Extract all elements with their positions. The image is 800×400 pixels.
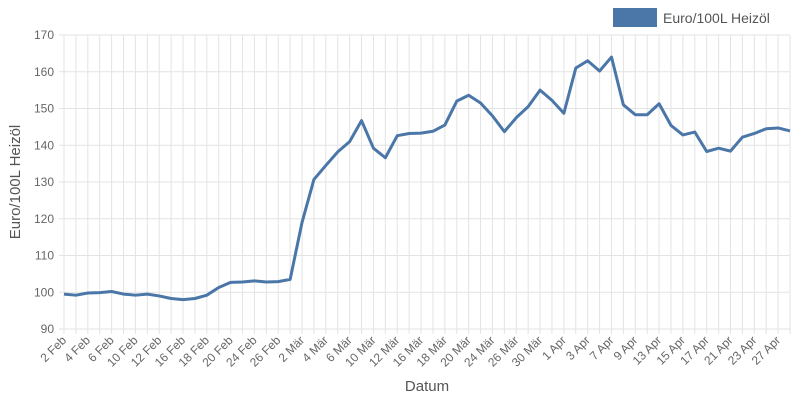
x-tick-label: 2 Mär [276,333,308,365]
x-tick-label: 1 Apr [539,333,569,363]
x-tick-label: 3 Apr [563,333,593,363]
y-tick-label: 120 [34,212,54,226]
y-tick-label: 110 [35,249,54,263]
y-axis-title: Euro/100L Heizöl [7,125,24,240]
y-tick-label: 90 [41,322,55,336]
y-tick-label: 170 [34,28,54,42]
legend-label: Euro/100L Heizöl [663,10,770,26]
y-tick-label: 100 [34,285,54,299]
x-tick-label: 2 Feb [38,333,70,365]
x-tick-label: 4 Mär [299,333,331,365]
x-axis-title: Datum [405,378,449,395]
x-tick-label: 7 Apr [587,333,617,363]
legend-swatch [613,8,657,27]
y-tick-label: 160 [34,65,54,79]
x-tick-label: 4 Feb [61,333,93,365]
line [63,55,791,302]
y-tick-label: 150 [34,102,54,116]
y-tick-label: 140 [34,138,54,152]
y-tick-label: 130 [34,175,54,189]
